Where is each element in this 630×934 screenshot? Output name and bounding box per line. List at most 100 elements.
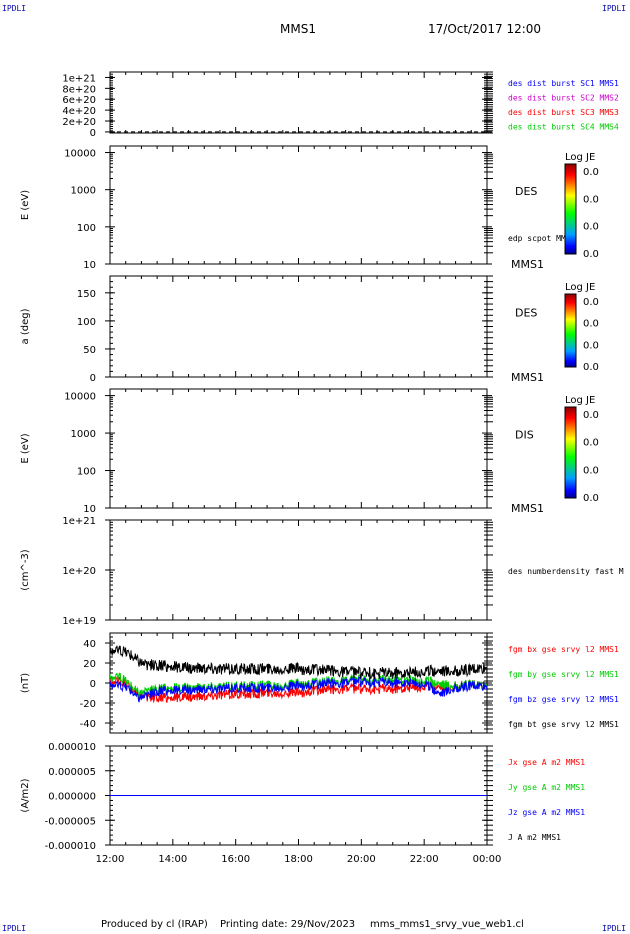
colorbar-tick-label: 0.0 [583, 222, 599, 233]
x-tick-label: 16:00 [221, 854, 250, 865]
y-tick-label: 1000 [71, 186, 96, 197]
x-tick-label: 20:00 [347, 854, 376, 865]
y-tick-label: 10 [83, 504, 96, 515]
y-tick-label: 10000 [64, 149, 96, 160]
colorbar-tick-label: 0.0 [583, 194, 599, 205]
colorbar-tick-label: 0.0 [583, 319, 599, 330]
colorbar-tick-label: 0.0 [583, 465, 599, 476]
mission-title: MMS1 [280, 22, 316, 36]
legend-entry: J A m2 MMS1 [508, 833, 561, 842]
extra-legend-entry: edp scpot MMS1 [508, 234, 576, 243]
y-tick-label: 100 [77, 317, 96, 328]
instrument-label: DES [515, 185, 537, 198]
legend-entry: fgm bx gse srvy l2 MMS1 [508, 645, 619, 654]
colorbar-dis-energy [564, 406, 577, 499]
colorbar-title: Log JE [565, 152, 595, 163]
y-tick-label: 0 [90, 373, 96, 384]
footer-printing-date: Printing date: 29/Nov/2023 [220, 919, 356, 930]
colorbar-tick-label: 0.0 [583, 493, 599, 504]
y-tick-label: 8e+20 [62, 84, 96, 95]
colorbar-des-pitch [564, 293, 577, 368]
y-axis-label-current: (A/m2) [20, 778, 31, 812]
x-tick-label: 22:00 [410, 854, 439, 865]
y-axis-label-bfield: (nT) [20, 673, 31, 693]
legend-entry: fgm bt gse srvy l2 MMS1 [508, 720, 619, 729]
y-tick-label: 6e+20 [62, 95, 96, 106]
colorbar-tick-label: 0.0 [583, 340, 599, 351]
series-line-bx [110, 676, 487, 704]
y-tick-label: -20 [80, 699, 96, 710]
legend-entry: des dist burst SC3 MMS3 [508, 108, 619, 117]
date-time-label: 17/Oct/2017 12:00 [428, 22, 542, 36]
legend-entry: des dist burst SC2 MMS2 [508, 94, 619, 103]
panel-spacecraft-label: MMS1 [511, 258, 544, 271]
legend-entry: fgm bz gse srvy l2 MMS1 [508, 695, 619, 704]
legend-entry: Jz gse A m2 MMS1 [508, 808, 585, 817]
y-axis-label-des-energy: E (eV) [20, 190, 31, 220]
y-tick-label: 1e+19 [62, 616, 96, 627]
y-tick-label: 40 [83, 639, 96, 650]
y-tick-label: 4e+20 [62, 106, 96, 117]
y-tick-label: 0.000010 [48, 742, 96, 753]
panel-frame-density [109, 519, 488, 621]
legend-entry: des dist burst SC1 MMS1 [508, 79, 619, 88]
y-axis-label-des-pitch: a (deg) [20, 308, 31, 344]
y-tick-label: 50 [83, 345, 96, 356]
y-tick-label: 100 [77, 467, 96, 478]
y-tick-label: 1e+20 [62, 566, 96, 577]
y-axis-label-density: (cm^-3) [20, 549, 31, 590]
instrument-label: DIS [515, 429, 534, 442]
y-tick-label: 20 [83, 659, 96, 670]
series-line-bt [110, 645, 487, 681]
y-tick-label: 150 [77, 289, 96, 300]
y-tick-label: 1e+21 [62, 516, 96, 527]
colorbar-tick-label: 0.0 [583, 438, 599, 449]
legend-entry: Jy gse A m2 MMS1 [508, 783, 585, 792]
legend-entry: Jx gse A m2 MMS1 [508, 758, 585, 767]
y-tick-label: 2e+20 [62, 117, 96, 128]
footer-script-name: mms_mms1_srvy_vue_web1.cl [370, 919, 524, 930]
y-tick-label: 100 [77, 223, 96, 234]
colorbar-title: Log JE [565, 395, 595, 406]
footer-produced-by: Produced by cl (IRAP) [101, 919, 208, 930]
y-tick-label: 0 [90, 679, 96, 690]
corner-mark-bottom-left: IPDLI [2, 924, 27, 933]
legend-entry: fgm by gse srvy l2 MMS1 [508, 670, 619, 679]
series-line-bz [110, 675, 487, 703]
panel-frame-des-energy [109, 145, 488, 265]
y-tick-label: 10 [83, 260, 96, 271]
x-tick-label: 12:00 [96, 854, 125, 865]
y-tick-label: 0.000005 [48, 767, 96, 778]
y-tick-label: 1000 [71, 429, 96, 440]
y-tick-label: -0.000005 [45, 816, 96, 827]
colorbar-title: Log JE [565, 282, 595, 293]
colorbar-tick-label: 0.0 [583, 249, 599, 260]
x-tick-label: 00:00 [473, 854, 502, 865]
y-tick-label: -40 [80, 719, 96, 730]
panel-spacecraft-label: MMS1 [511, 371, 544, 384]
colorbar-tick-label: 0.0 [583, 167, 599, 178]
legend-entry: des dist burst SC4 MMS4 [508, 123, 619, 132]
instrument-label: DES [515, 307, 537, 320]
panel-frame-des-pitch [109, 275, 488, 378]
panel-frame-dis-energy [109, 388, 488, 509]
y-tick-label: 1e+21 [62, 73, 96, 84]
panel-frame-burst [109, 71, 488, 134]
y-tick-label: 10000 [64, 392, 96, 403]
colorbar-des-energy [564, 163, 577, 255]
x-tick-label: 18:00 [284, 854, 313, 865]
colorbar-tick-label: 0.0 [583, 362, 599, 373]
corner-mark-top-right: IPDLI [602, 4, 627, 13]
y-tick-label: 0.000000 [48, 792, 96, 803]
y-axis-label-dis-energy: E (eV) [20, 433, 31, 463]
colorbar-tick-label: 0.0 [583, 410, 599, 421]
y-tick-label: 0 [90, 128, 96, 139]
x-tick-label: 14:00 [158, 854, 187, 865]
legend-entry: des numberdensity fast M [508, 567, 624, 576]
corner-mark-bottom-right: IPDLI [602, 924, 627, 933]
y-tick-label: -0.000010 [45, 841, 96, 852]
colorbar-tick-label: 0.0 [583, 297, 599, 308]
corner-mark-top-left: IPDLI [2, 4, 27, 13]
panel-spacecraft-label: MMS1 [511, 502, 544, 515]
